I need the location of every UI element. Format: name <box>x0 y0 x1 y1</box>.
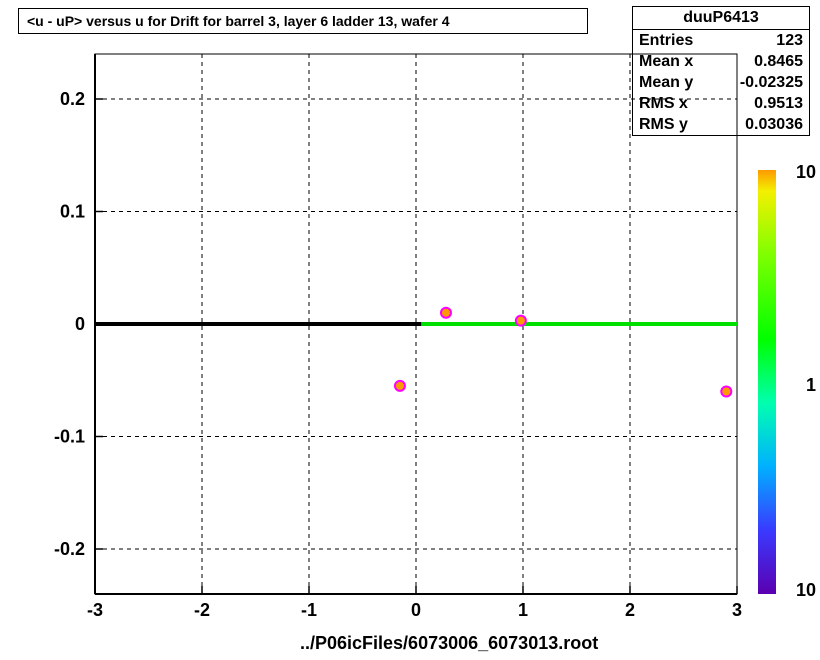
colorbar-label-bot: 10 <box>780 580 816 601</box>
ytick-label: 0 <box>75 314 85 334</box>
data-point <box>516 316 526 326</box>
xtick-label: -2 <box>194 600 210 620</box>
ytick-label: 0.2 <box>60 89 85 109</box>
data-point <box>395 381 405 391</box>
footer-path: ../P06icFiles/6073006_6073013.root <box>300 633 598 654</box>
data-point <box>721 387 731 397</box>
xtick-label: 2 <box>625 600 635 620</box>
plot-area: -3 -2 -1 0 1 2 3 -0.2 -0.1 0 0.1 0.2 <box>0 0 820 660</box>
xtick-label: 3 <box>732 600 742 620</box>
ytick-label: -0.1 <box>54 427 85 447</box>
ytick-label: 0.1 <box>60 202 85 222</box>
colorbar <box>758 170 776 594</box>
xtick-label: 1 <box>518 600 528 620</box>
xtick-label: 0 <box>411 600 421 620</box>
data-point <box>441 308 451 318</box>
ytick-label: -0.2 <box>54 539 85 559</box>
figure: <u - uP> versus u for Drift for barrel 3… <box>0 0 820 660</box>
colorbar-label-top: 10 <box>780 162 816 183</box>
colorbar-label-mid: 1 <box>780 375 816 396</box>
xtick-label: -1 <box>301 600 317 620</box>
xtick-label: -3 <box>87 600 103 620</box>
